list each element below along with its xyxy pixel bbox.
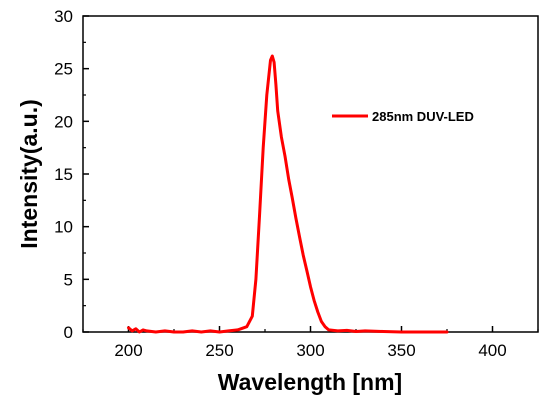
x-tick-label: 250 <box>205 341 233 360</box>
tick-marks <box>82 15 539 333</box>
y-tick-labels: 0 5 10 15 20 25 30 <box>54 7 73 342</box>
y-tick-label: 20 <box>54 112 73 131</box>
x-tick-label: 400 <box>478 341 506 360</box>
y-tick-label: 0 <box>64 323 73 342</box>
series-line <box>127 54 449 334</box>
y-tick-label: 15 <box>54 165 73 184</box>
y-tick-label: 25 <box>54 60 73 79</box>
y-tick-label: 30 <box>54 7 73 26</box>
y-axis-title: Intensity(a.u.) <box>16 99 42 249</box>
y-tick-label: 10 <box>54 218 73 237</box>
legend: 285nm DUV-LED <box>332 109 474 124</box>
series-layer <box>127 54 449 334</box>
legend-label: 285nm DUV-LED <box>372 109 474 124</box>
y-tick-label: 5 <box>64 270 73 289</box>
x-axis-title: Wavelength [nm] <box>218 369 402 395</box>
x-tick-label: 350 <box>387 341 415 360</box>
x-tick-label: 300 <box>296 341 324 360</box>
x-tick-label: 200 <box>114 341 142 360</box>
x-tick-labels: 200 250 300 350 400 <box>114 341 506 360</box>
